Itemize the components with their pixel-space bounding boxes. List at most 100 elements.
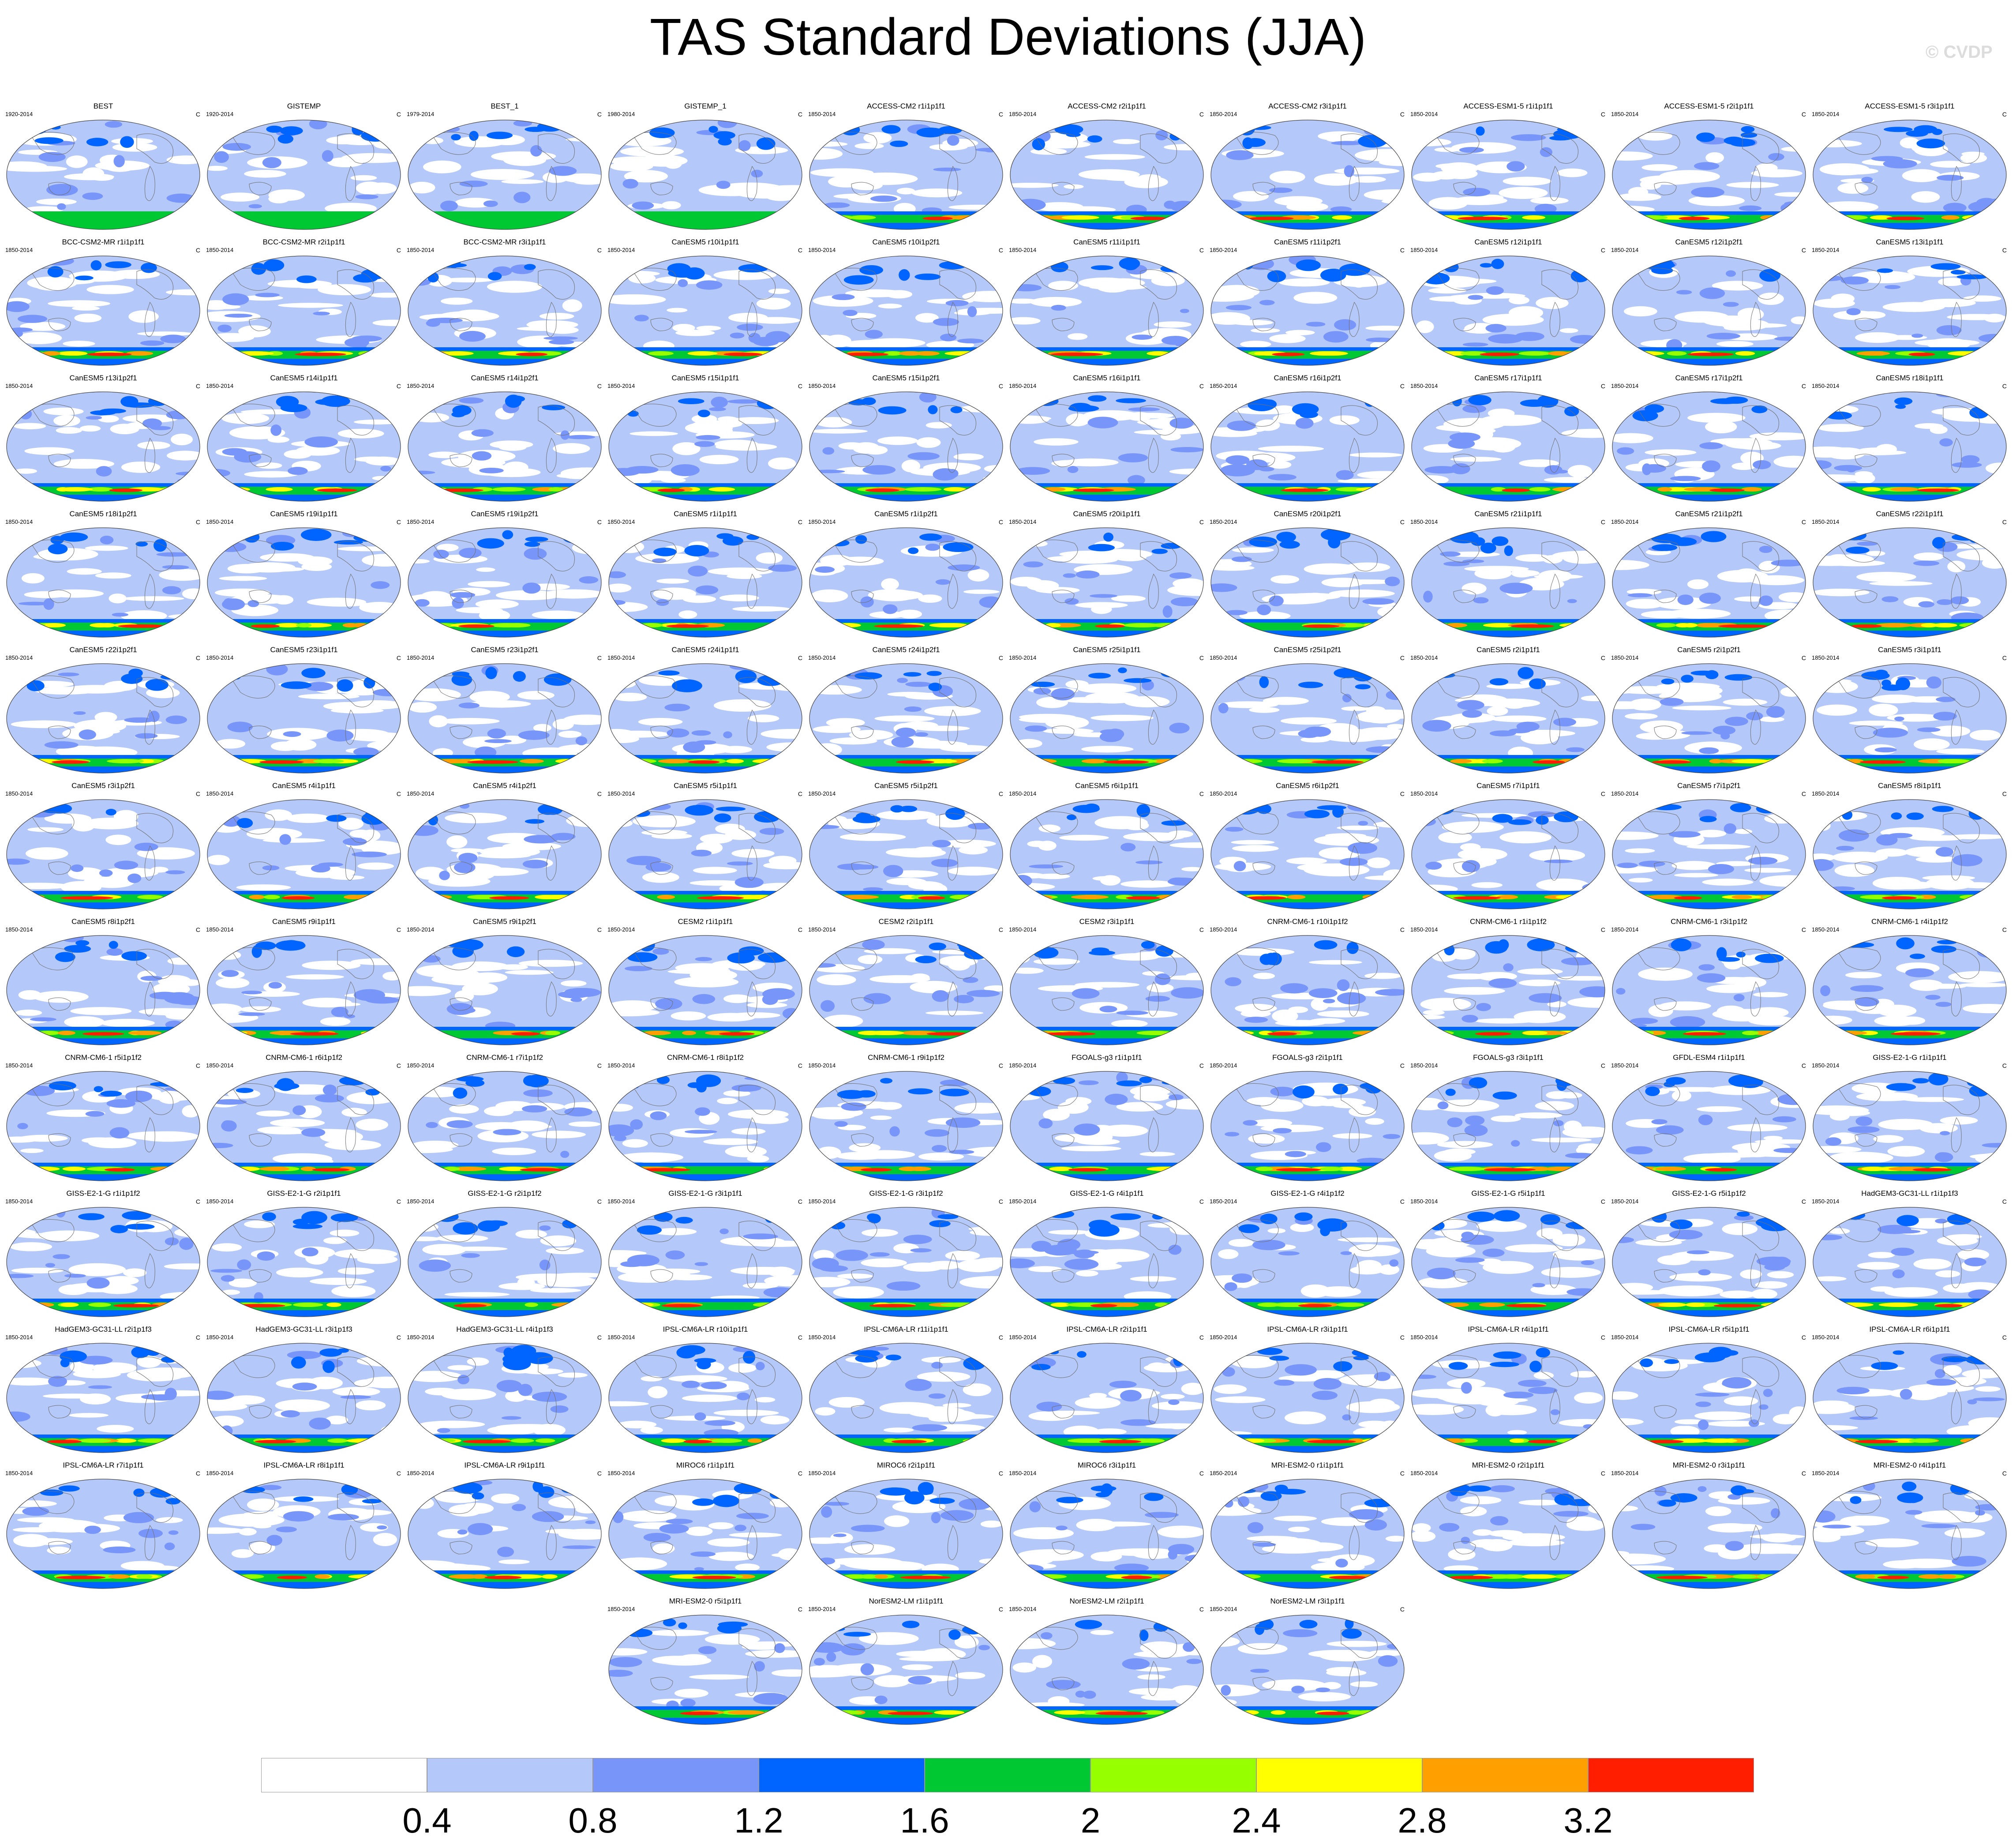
map-panel: IPSL-CM6A-LR r6i1p1f1 1850-2014 C [1811, 1322, 2009, 1457]
map-panel: CanESM5 r20i1p1f1 1850-2014 C [1008, 507, 1206, 642]
world-map [809, 1343, 1003, 1453]
world-map [1612, 1343, 1806, 1453]
panel-units: C [1400, 1606, 1405, 1613]
panel-title: CanESM5 r24i1p1f1 [671, 646, 739, 654]
panel-years: 1850-2014 [1410, 1334, 1438, 1341]
map-panel: CanESM5 r24i1p2f1 1850-2014 C [807, 643, 1005, 777]
panel-units: C [1801, 1198, 1806, 1205]
world-map [6, 663, 200, 774]
panel-units: C [1400, 111, 1405, 118]
panel-years: 1850-2014 [607, 1334, 635, 1341]
panel-years: 1850-2014 [1210, 1470, 1237, 1476]
panel-title: FGOALS-g3 r3i1p1f1 [1473, 1053, 1544, 1062]
panel-years: 1850-2014 [1210, 247, 1237, 253]
world-map [207, 1071, 401, 1181]
panel-years: 1850-2014 [808, 1198, 836, 1205]
panel-title: CanESM5 r13i1p1f1 [1876, 238, 1944, 246]
panel-years: 1850-2014 [1410, 1062, 1438, 1069]
panel-years: 1850-2014 [1611, 1062, 1639, 1069]
panel-units: C [1199, 790, 1204, 797]
map-panel: CanESM5 r17i1p1f1 1850-2014 C [1409, 371, 1607, 506]
panel-title: MRI-ESM2-0 r4i1p1f1 [1873, 1461, 1946, 1469]
panel-title: ACCESS-CM2 r1i1p1f1 [867, 102, 945, 110]
panel-units: C [1600, 111, 1605, 118]
world-map [1411, 527, 1605, 638]
map-panel: GISS-E2-1-G r1i1p1f2 1850-2014 C [4, 1187, 202, 1321]
map-panel: CanESM5 r4i1p1f1 1850-2014 C [205, 779, 403, 913]
map-panel: CNRM-CM6-1 r10i1p1f2 1850-2014 C [1209, 915, 1406, 1049]
panel-title: CanESM5 r19i1p2f1 [471, 510, 539, 518]
world-map [207, 391, 401, 502]
panel-years: 1850-2014 [5, 1334, 33, 1341]
panel-title: CanESM5 r18i1p2f1 [69, 510, 137, 518]
panel-title: CanESM5 r25i1p2f1 [1274, 646, 1342, 654]
world-map [1010, 255, 1204, 366]
map-panel: CNRM-CM6-1 r5i1p1f2 1850-2014 C [4, 1051, 202, 1185]
panel-years: 1850-2014 [407, 1334, 435, 1341]
world-map [6, 1207, 200, 1317]
map-panel: CanESM5 r13i1p1f1 1850-2014 C [1811, 235, 2009, 370]
colorbar-label: 1.2 [734, 1801, 783, 1840]
panel-years: 1850-2014 [5, 1062, 33, 1069]
panel-title: MRI-ESM2-0 r1i1p1f1 [1271, 1461, 1344, 1469]
panel-units: C [396, 1062, 401, 1069]
world-map [1210, 1343, 1405, 1453]
panel-units: C [798, 1198, 802, 1205]
panel-title: CanESM5 r23i1p1f1 [270, 646, 338, 654]
map-panel: CanESM5 r12i1p2f1 1850-2014 C [1610, 235, 1808, 370]
world-map [809, 663, 1003, 774]
panel-title: CanESM5 r11i1p2f1 [1274, 238, 1341, 246]
panel-years: 1850-2014 [808, 1470, 836, 1476]
panel-title: MIROC6 r1i1p1f1 [676, 1461, 735, 1469]
panel-title: GISS-E2-1-G r4i1p1f2 [1270, 1189, 1345, 1198]
map-panel: CanESM5 r23i1p1f1 1850-2014 C [205, 643, 403, 777]
world-map [608, 527, 802, 638]
world-map [207, 1479, 401, 1589]
panel-years: 1850-2014 [407, 790, 435, 797]
panel-title: CanESM5 r1i1p2f1 [874, 510, 938, 518]
panel-years: 1920-2014 [5, 111, 33, 117]
panel-years: 1850-2014 [1812, 926, 1840, 933]
panel-years: 1980-2014 [607, 111, 635, 117]
map-panel: CNRM-CM6-1 r1i1p1f2 1850-2014 C [1409, 915, 1607, 1049]
panel-title: CanESM5 r5i1p1f1 [674, 781, 737, 790]
world-map [1010, 1343, 1204, 1453]
panel-title: GISS-E2-1-G r1i1p1f1 [1873, 1053, 1947, 1062]
panel-title: CNRM-CM6-1 r6i1p1f2 [266, 1053, 342, 1062]
panel-units: C [195, 518, 200, 526]
map-panel: CanESM5 r21i1p2f1 1850-2014 C [1610, 507, 1808, 642]
colorbar-label: 2 [1080, 1801, 1101, 1840]
panel-units: C [2002, 790, 2007, 797]
map-panel: CanESM5 r9i1p1f1 1850-2014 C [205, 915, 403, 1049]
panel-years: 1850-2014 [1009, 1606, 1037, 1612]
world-map [1010, 391, 1204, 502]
panel-title: CanESM5 r6i1p1f1 [1075, 781, 1139, 790]
panel-title: CanESM5 r17i1p2f1 [1675, 374, 1743, 382]
colorbar-swatch [925, 1758, 1090, 1792]
panel-units: C [1199, 1606, 1204, 1613]
world-map [1010, 120, 1204, 230]
panel-years: 1850-2014 [5, 383, 33, 389]
map-panel: CanESM5 r14i1p1f1 1850-2014 C [205, 371, 403, 506]
panel-years: 1850-2014 [1210, 1606, 1237, 1612]
panel-title: CanESM5 r15i1p1f1 [671, 374, 739, 382]
panel-title: IPSL-CM6A-LR r10i1p1f1 [663, 1325, 748, 1333]
panel-title: NorESM2-LM r3i1p1f1 [1270, 1597, 1345, 1605]
map-panel: CanESM5 r3i1p1f1 1850-2014 C [1811, 643, 2009, 777]
panel-title: CanESM5 r22i1p2f1 [69, 646, 137, 654]
panel-units: C [597, 1198, 602, 1205]
panel-years: 1850-2014 [607, 518, 635, 525]
world-map [809, 1207, 1003, 1317]
world-map [1813, 120, 2007, 230]
map-panel: HadGEM3-GC31-LL r1i1p1f3 1850-2014 C [1811, 1187, 2009, 1321]
panel-years: 1850-2014 [206, 1198, 234, 1205]
map-panel: ACCESS-ESM1-5 r3i1p1f1 1850-2014 C [1811, 99, 2009, 234]
world-map [408, 935, 602, 1045]
panel-years: 1850-2014 [5, 790, 33, 797]
panel-years: 1850-2014 [407, 1062, 435, 1069]
panel-years: 1850-2014 [407, 654, 435, 661]
panel-years: 1850-2014 [1210, 383, 1237, 389]
panel-units: C [798, 383, 802, 390]
panel-years: 1850-2014 [1812, 247, 1840, 253]
panel-units: C [998, 1606, 1003, 1613]
